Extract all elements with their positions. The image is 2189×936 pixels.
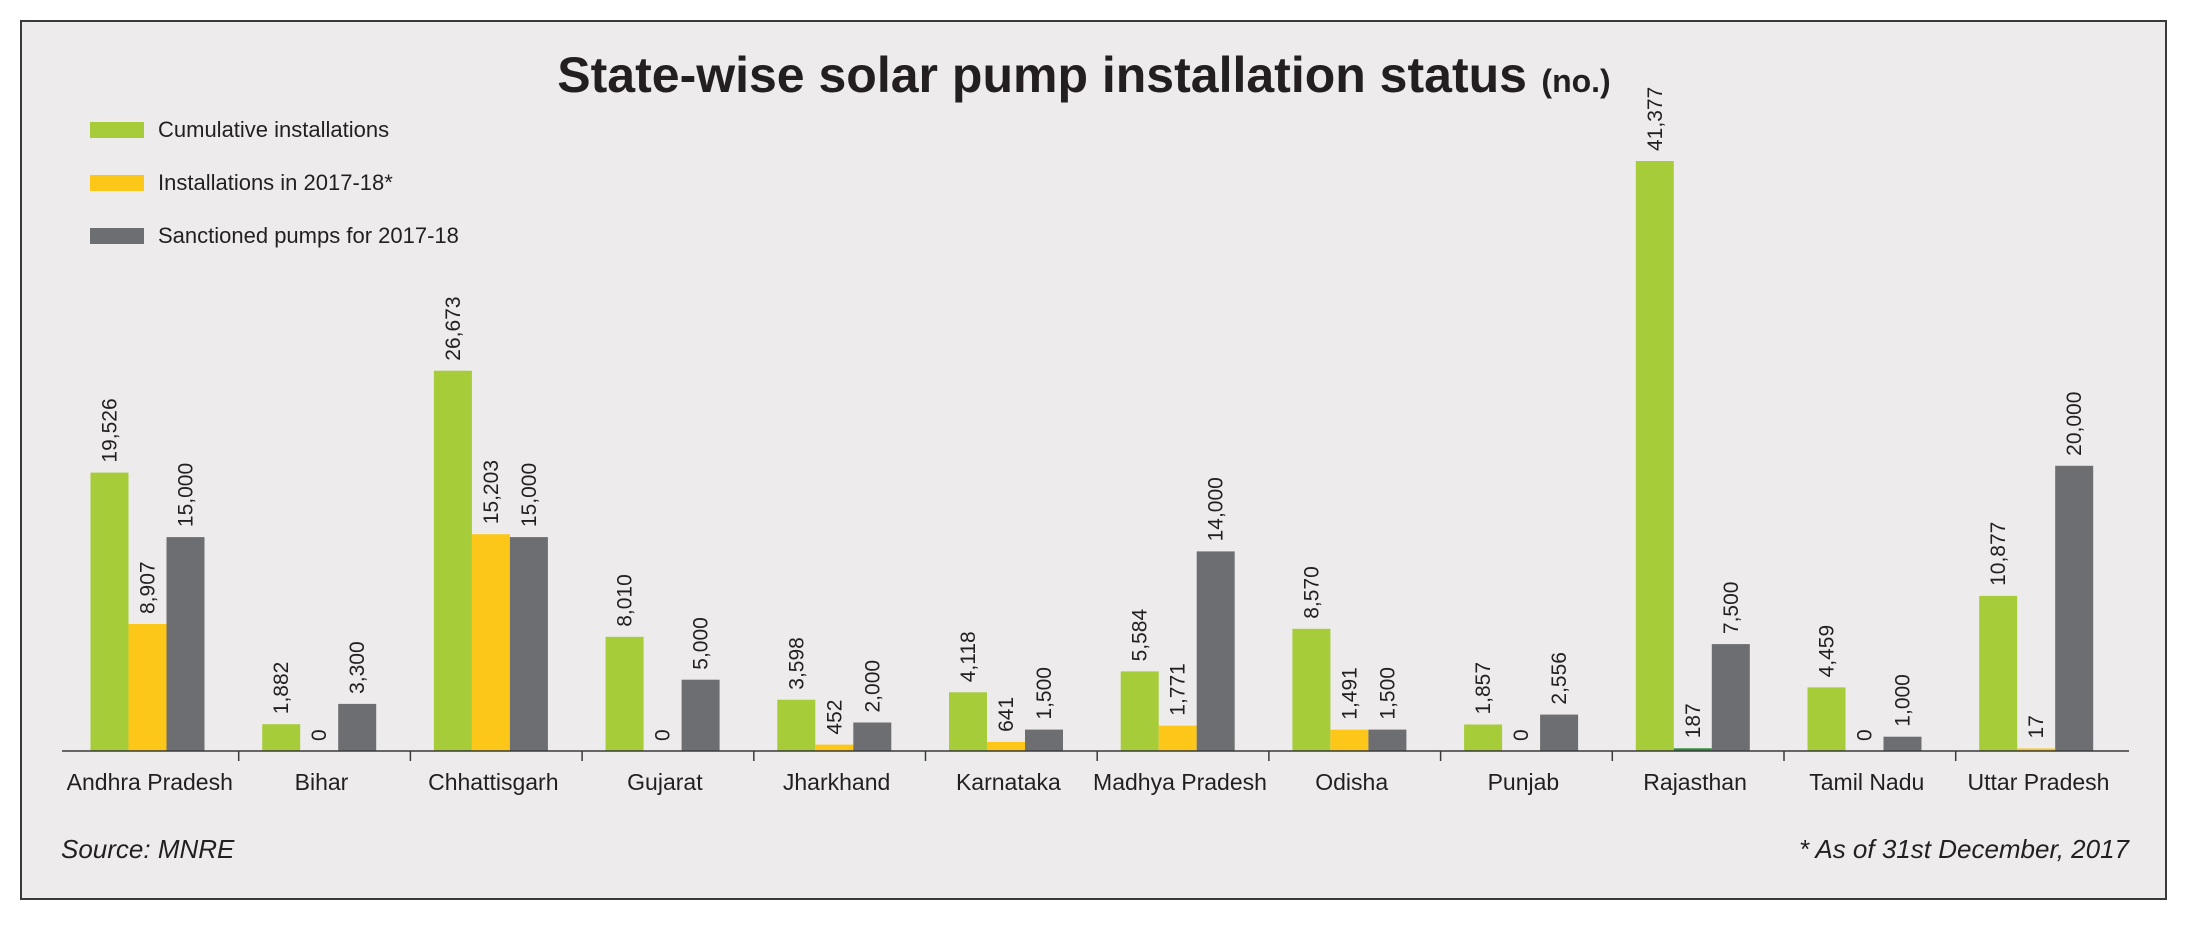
bar-gujarat-cumulative-installations [605, 636, 644, 751]
value-label-punjab-installations-in-2017-18: 0 [1510, 729, 1533, 741]
value-label-bihar-cumulative-installations: 1,882 [270, 662, 293, 715]
value-label-gujarat-cumulative-installations: 8,010 [614, 574, 637, 627]
category-label-gujarat: Gujarat [627, 769, 703, 795]
value-label-punjab-cumulative-installations: 1,857 [1472, 662, 1495, 715]
value-label-karnataka-cumulative-installations: 4,118 [957, 631, 980, 682]
bar-chhattisgarh-cumulative-installations [433, 370, 472, 751]
bar-chhattisgarh-sanctioned-pumps-for-2017-18 [509, 537, 548, 751]
value-label-tamil-nadu-installations-in-2017-18: 0 [1854, 729, 1877, 741]
bars-group [90, 161, 2094, 751]
category-label-uttar-pradesh: Uttar Pradesh [1968, 769, 2110, 795]
value-label-rajasthan-sanctioned-pumps-for-2017-18: 7,500 [1720, 582, 1743, 635]
bar-odisha-installations-in-2017-18 [1330, 729, 1369, 751]
chart-frame: State-wise solar pump installation statu… [20, 20, 2167, 900]
bar-rajasthan-sanctioned-pumps-for-2017-18 [1711, 644, 1750, 751]
bar-jharkhand-sanctioned-pumps-for-2017-18 [853, 722, 892, 751]
bar-gujarat-sanctioned-pumps-for-2017-18 [681, 679, 720, 751]
value-label-madhya-pradesh-cumulative-installations: 5,584 [1129, 609, 1152, 662]
value-label-odisha-sanctioned-pumps-for-2017-18: 1,500 [1376, 667, 1399, 720]
value-labels-group: 19,526 8,907 15,000 1,882 0 3,300 26,673 15,203… [99, 87, 2087, 741]
bar-jharkhand-cumulative-installations [777, 699, 816, 751]
bar-madhya-pradesh-installations-in-2017-18 [1158, 725, 1197, 751]
value-label-andhra-pradesh-installations-in-2017-18: 8,907 [137, 561, 160, 614]
bar-madhya-pradesh-cumulative-installations [1120, 671, 1159, 751]
bar-uttar-pradesh-cumulative-installations [1979, 595, 2018, 751]
value-label-madhya-pradesh-installations-in-2017-18: 1,771 [1167, 663, 1190, 716]
value-label-rajasthan-cumulative-installations: 41,377 [1644, 87, 1667, 151]
bar-rajasthan-installations-in-2017-18 [1673, 748, 1712, 751]
value-label-karnataka-sanctioned-pumps-for-2017-18: 1,500 [1033, 667, 1056, 720]
bar-uttar-pradesh-sanctioned-pumps-for-2017-18 [2055, 465, 2094, 751]
value-label-uttar-pradesh-cumulative-installations: 10,877 [1987, 522, 2010, 586]
category-label-tamil-nadu: Tamil Nadu [1809, 769, 1924, 795]
value-label-andhra-pradesh-sanctioned-pumps-for-2017-18: 15,000 [175, 463, 198, 527]
value-label-rajasthan-installations-in-2017-18: 187 [1682, 703, 1705, 738]
bar-uttar-pradesh-installations-in-2017-18 [2017, 748, 2056, 751]
value-label-madhya-pradesh-sanctioned-pumps-for-2017-18: 14,000 [1205, 477, 1228, 541]
category-label-karnataka: Karnataka [956, 769, 1061, 795]
value-label-tamil-nadu-cumulative-installations: 4,459 [1816, 625, 1839, 678]
bar-andhra-pradesh-cumulative-installations [90, 472, 129, 751]
legend-swatch-installations-in-2017-18 [90, 175, 144, 191]
bar-odisha-sanctioned-pumps-for-2017-18 [1368, 729, 1407, 751]
chart-title-main: State-wise solar pump installation statu… [557, 47, 1527, 103]
bar-rajasthan-cumulative-installations [1635, 161, 1674, 751]
bar-odisha-cumulative-installations [1292, 628, 1331, 751]
value-label-jharkhand-cumulative-installations: 3,598 [785, 637, 808, 690]
value-label-tamil-nadu-sanctioned-pumps-for-2017-18: 1,000 [1892, 674, 1915, 727]
bar-karnataka-sanctioned-pumps-for-2017-18 [1025, 729, 1063, 751]
value-label-odisha-cumulative-installations: 8,570 [1300, 566, 1323, 619]
category-labels-group: Andhra Pradesh Bihar Chhattisgarh Gujarat Jh… [67, 769, 2110, 795]
category-label-chhattisgarh: Chhattisgarh [428, 769, 558, 795]
chart-title: State-wise solar pump installation statu… [557, 47, 1610, 103]
chart-title-unit: (no.) [1541, 63, 1610, 99]
bar-madhya-pradesh-sanctioned-pumps-for-2017-18 [1196, 551, 1235, 751]
value-label-gujarat-installations-in-2017-18: 0 [652, 729, 675, 741]
bar-tamil-nadu-cumulative-installations [1807, 687, 1846, 751]
bar-karnataka-installations-in-2017-18 [987, 741, 1025, 751]
value-label-chhattisgarh-sanctioned-pumps-for-2017-18: 15,000 [518, 463, 541, 527]
bar-bihar-cumulative-installations [262, 724, 301, 751]
value-label-bihar-sanctioned-pumps-for-2017-18: 3,300 [346, 641, 369, 694]
value-label-odisha-installations-in-2017-18: 1,491 [1338, 667, 1361, 720]
value-label-gujarat-sanctioned-pumps-for-2017-18: 5,000 [690, 617, 713, 670]
bar-punjab-cumulative-installations [1464, 724, 1503, 751]
bar-karnataka-cumulative-installations [949, 692, 987, 751]
bar-andhra-pradesh-installations-in-2017-18 [128, 624, 167, 751]
bar-chhattisgarh-installations-in-2017-18 [471, 534, 510, 751]
value-label-jharkhand-sanctioned-pumps-for-2017-18: 2,000 [861, 660, 884, 713]
category-label-madhya-pradesh: Madhya Pradesh [1093, 769, 1267, 795]
value-label-karnataka-installations-in-2017-18: 641 [995, 697, 1018, 732]
value-label-andhra-pradesh-cumulative-installations: 19,526 [99, 398, 122, 462]
legend-label-sanctioned-pumps-for-2017-18: Sanctioned pumps for 2017-18 [158, 223, 459, 248]
category-label-bihar: Bihar [295, 769, 349, 795]
chart-svg: State-wise solar pump installation statu… [61, 47, 2131, 864]
chart-legend: Cumulative installations Installations in… [90, 117, 459, 248]
bar-jharkhand-installations-in-2017-18 [815, 744, 854, 751]
value-label-uttar-pradesh-sanctioned-pumps-for-2017-18: 20,000 [2063, 392, 2086, 456]
category-label-punjab: Punjab [1488, 769, 1560, 795]
x-axis [62, 750, 2129, 761]
source-note: Source: MNRE [61, 834, 235, 864]
bar-bihar-sanctioned-pumps-for-2017-18 [338, 703, 377, 751]
bar-punjab-sanctioned-pumps-for-2017-18 [1540, 714, 1579, 751]
value-label-jharkhand-installations-in-2017-18: 452 [823, 700, 846, 735]
value-label-chhattisgarh-installations-in-2017-18: 15,203 [480, 460, 503, 524]
value-label-uttar-pradesh-installations-in-2017-18: 17 [2025, 715, 2048, 738]
bar-tamil-nadu-sanctioned-pumps-for-2017-18 [1883, 736, 1922, 751]
category-label-andhra-pradesh: Andhra Pradesh [67, 769, 233, 795]
legend-swatch-cumulative-installations [90, 122, 144, 138]
legend-swatch-sanctioned-pumps-for-2017-18 [90, 228, 144, 244]
category-label-jharkhand: Jharkhand [783, 769, 890, 795]
category-label-odisha: Odisha [1315, 769, 1388, 795]
value-label-punjab-sanctioned-pumps-for-2017-18: 2,556 [1548, 652, 1571, 705]
bar-andhra-pradesh-sanctioned-pumps-for-2017-18 [166, 537, 205, 751]
footnote: * As of 31st December, 2017 [1799, 834, 2131, 864]
value-label-chhattisgarh-cumulative-installations: 26,673 [442, 296, 465, 360]
category-label-rajasthan: Rajasthan [1643, 769, 1747, 795]
value-label-bihar-installations-in-2017-18: 0 [308, 729, 331, 741]
legend-label-installations-in-2017-18: Installations in 2017-18* [158, 170, 393, 195]
legend-label-cumulative-installations: Cumulative installations [158, 117, 389, 142]
